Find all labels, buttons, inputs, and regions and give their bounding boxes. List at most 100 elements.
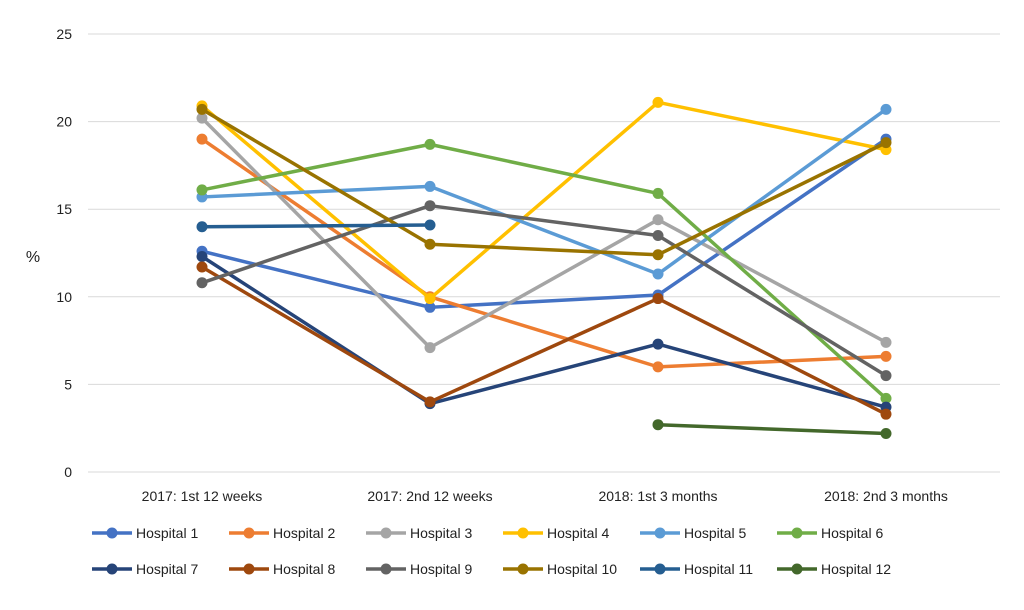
data-point — [652, 229, 664, 241]
gridlines — [88, 33, 1000, 473]
series-10 — [196, 103, 892, 261]
legend-label: Hospital 11 — [684, 561, 753, 577]
series-lines — [196, 96, 892, 439]
series-line — [200, 265, 888, 416]
legend-item: Hospital 10 — [503, 561, 617, 577]
series-line — [200, 107, 888, 276]
y-tick-label: 5 — [64, 376, 72, 392]
data-point — [652, 361, 664, 373]
legend-swatch-marker — [517, 563, 529, 575]
legend-swatch-marker — [791, 527, 803, 539]
series-4 — [196, 96, 892, 305]
y-tick-label: 20 — [56, 114, 72, 130]
series-line — [656, 422, 888, 436]
legend-swatch-marker — [380, 527, 392, 539]
series-line — [200, 223, 432, 229]
series-line — [200, 137, 888, 369]
data-point — [652, 419, 664, 431]
data-point — [652, 96, 664, 108]
legend-item: Hospital 7 — [92, 561, 198, 577]
data-point — [424, 180, 436, 192]
legend-swatch-marker — [791, 563, 803, 575]
series-1 — [196, 133, 892, 313]
x-tick-label: 2017: 1st 12 weeks — [142, 488, 263, 504]
legend-label: Hospital 5 — [684, 525, 746, 541]
data-point — [196, 112, 208, 124]
data-point — [880, 137, 892, 149]
legend-label: Hospital 10 — [547, 561, 617, 577]
x-tick-label: 2018: 2nd 3 months — [824, 488, 948, 504]
series-6 — [196, 138, 892, 404]
x-axis-ticks: 2017: 1st 12 weeks 2017: 2nd 12 weeks 2018… — [142, 488, 948, 504]
series-line — [200, 116, 888, 350]
series-line — [200, 107, 888, 257]
data-point — [196, 184, 208, 196]
data-point — [424, 138, 436, 150]
legend-swatch-marker — [106, 527, 118, 539]
legend-item: Hospital 6 — [777, 525, 883, 541]
legend-item: Hospital 12 — [777, 561, 891, 577]
y-tick-label: 10 — [56, 289, 72, 305]
data-point — [196, 103, 208, 115]
legend-item: Hospital 8 — [229, 561, 335, 577]
y-axis-ticks: 0 5 10 15 20 25 — [56, 26, 72, 480]
legend-item: Hospital 9 — [366, 561, 472, 577]
data-point — [652, 293, 664, 305]
legend-swatch-marker — [654, 527, 666, 539]
legend-item: Hospital 1 — [92, 525, 198, 541]
data-point — [196, 133, 208, 145]
legend: Hospital 1 Hospital 2 Hospital 3 Hospital 4… — [92, 525, 891, 577]
data-point — [424, 293, 436, 305]
data-point — [652, 338, 664, 350]
legend-swatch-marker — [380, 563, 392, 575]
series-line — [200, 254, 888, 409]
data-point — [652, 187, 664, 199]
series-8 — [196, 261, 892, 420]
data-point — [880, 103, 892, 115]
legend-swatch-marker — [243, 527, 255, 539]
x-tick-label: 2017: 2nd 12 weeks — [367, 488, 492, 504]
data-point — [880, 392, 892, 404]
legend-label: Hospital 7 — [136, 561, 198, 577]
series-line — [200, 100, 888, 301]
x-tick-label: 2018: 1st 3 months — [598, 488, 717, 504]
data-point — [424, 219, 436, 231]
data-point — [880, 408, 892, 420]
y-tick-label: 0 — [64, 464, 72, 480]
y-tick-label: 15 — [56, 201, 72, 217]
legend-label: Hospital 2 — [273, 525, 335, 541]
data-point — [424, 301, 436, 313]
legend-item: Hospital 5 — [640, 525, 746, 541]
data-point — [424, 342, 436, 354]
data-point — [424, 238, 436, 250]
y-tick-label: 25 — [56, 26, 72, 42]
legend-item: Hospital 2 — [229, 525, 335, 541]
legend-swatch-marker — [243, 563, 255, 575]
data-point — [880, 427, 892, 439]
data-point — [880, 336, 892, 348]
legend-item: Hospital 4 — [503, 525, 609, 541]
legend-item: Hospital 3 — [366, 525, 472, 541]
legend-label: Hospital 4 — [547, 525, 609, 541]
series-line — [200, 142, 888, 401]
legend-swatch-marker — [654, 563, 666, 575]
y-axis-label: % — [26, 249, 40, 266]
data-point — [880, 350, 892, 362]
data-point — [196, 277, 208, 289]
legend-label: Hospital 6 — [821, 525, 883, 541]
data-point — [652, 249, 664, 261]
legend-swatch-marker — [106, 563, 118, 575]
legend-item: Hospital 11 — [640, 561, 753, 577]
data-point — [424, 396, 436, 408]
series-11 — [196, 219, 436, 233]
series-9 — [196, 200, 892, 382]
data-point — [424, 200, 436, 212]
data-point — [196, 251, 208, 263]
series-line — [200, 203, 888, 378]
legend-label: Hospital 1 — [136, 525, 198, 541]
data-point — [652, 214, 664, 226]
legend-label: Hospital 8 — [273, 561, 335, 577]
data-point — [196, 261, 208, 273]
